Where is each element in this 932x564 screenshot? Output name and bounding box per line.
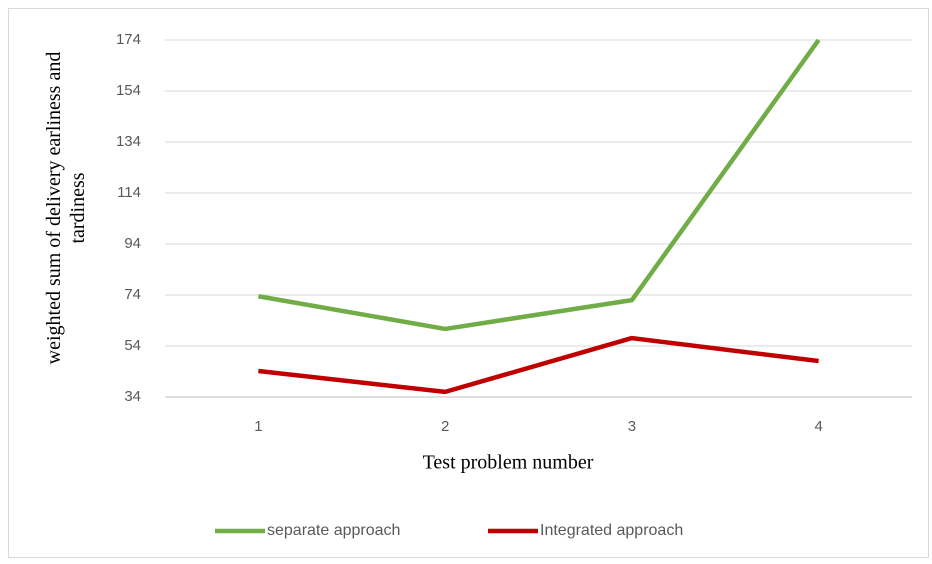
y-axis-label: weighted sum of delivery earliness and t… bbox=[43, 51, 89, 365]
series-line bbox=[258, 335, 819, 395]
y-tick-label: 134 bbox=[116, 133, 141, 150]
x-tick-label: 3 bbox=[628, 418, 636, 435]
y-tick-label: 154 bbox=[116, 82, 141, 99]
x-tick-label: 1 bbox=[254, 418, 262, 435]
legend-label: Integrated approach bbox=[540, 522, 683, 539]
x-tick-label: 2 bbox=[441, 418, 449, 435]
x-axis-label: Test problem number bbox=[423, 452, 594, 474]
y-tick-label: 54 bbox=[124, 337, 141, 354]
y-tick-label: 94 bbox=[124, 235, 141, 252]
legend-label: separate approach bbox=[267, 522, 400, 539]
y-tick-label: 114 bbox=[117, 184, 141, 201]
y-tick-label: 74 bbox=[124, 286, 141, 303]
y-tick-label: 34 bbox=[124, 388, 141, 405]
y-tick-label: 174 bbox=[116, 31, 141, 48]
series-line bbox=[257, 38, 821, 332]
x-tick-label: 4 bbox=[814, 418, 822, 435]
